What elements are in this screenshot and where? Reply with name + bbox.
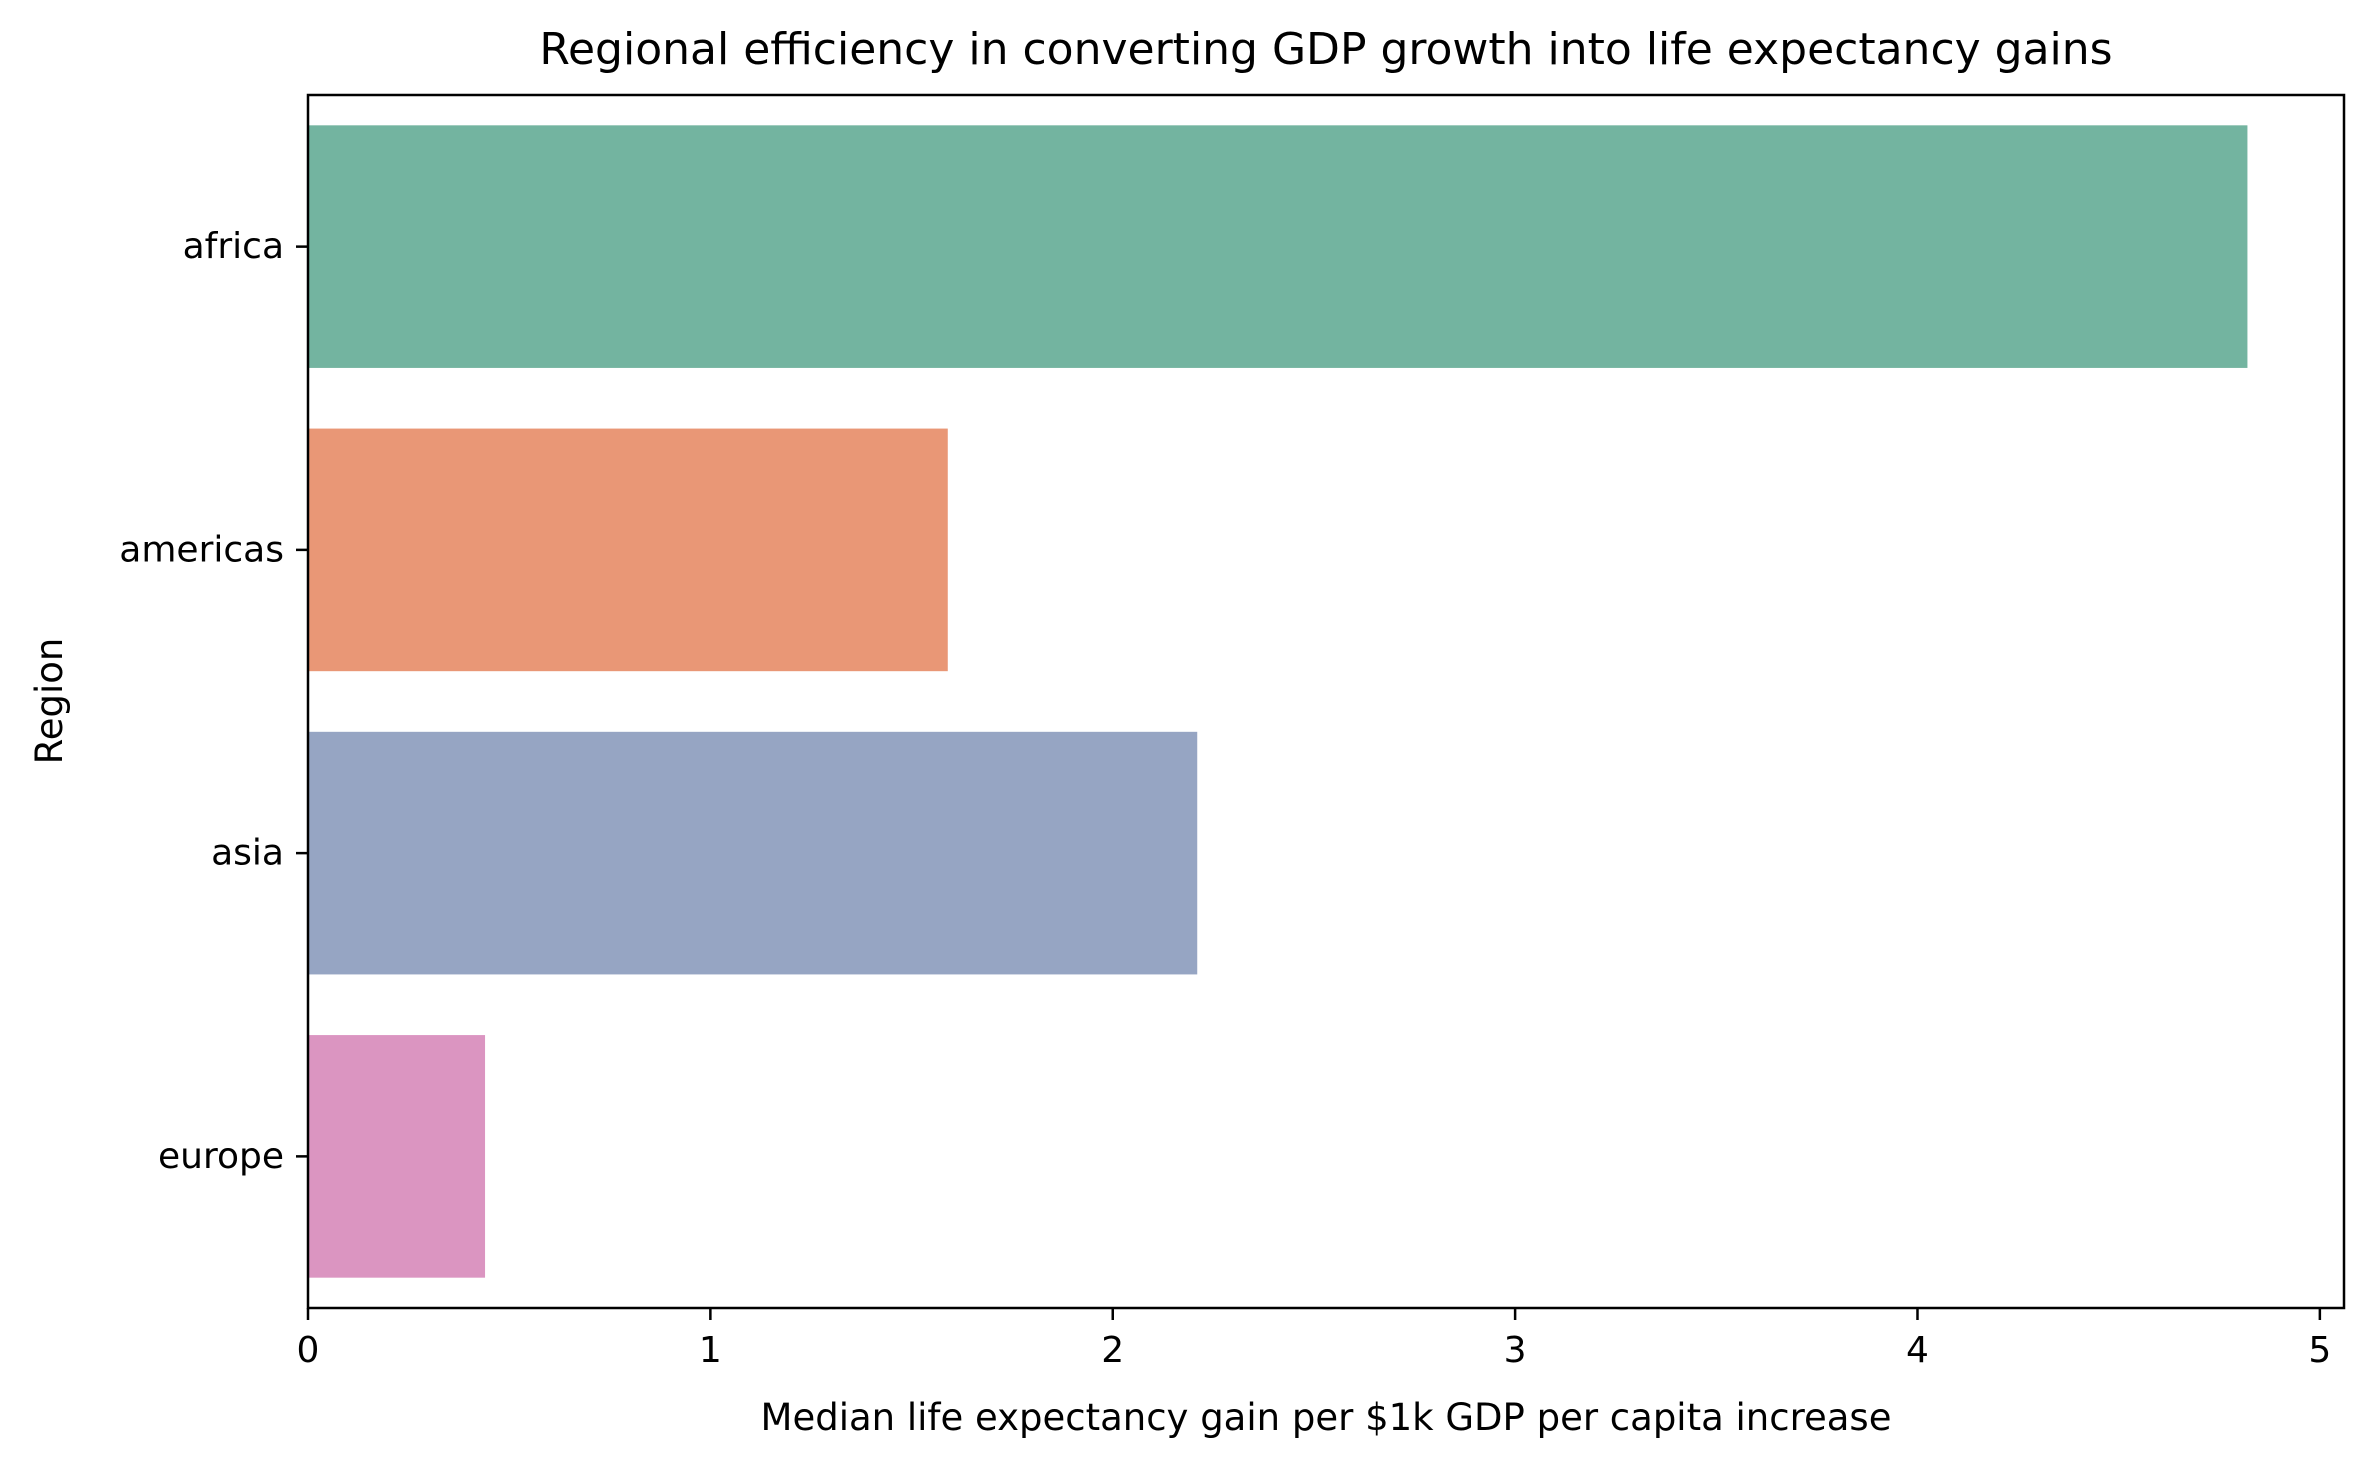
chart-title: Regional efficiency in converting GDP gr…: [539, 24, 2112, 75]
y-tick-label-europe: europe: [158, 1136, 284, 1177]
y-axis-label: Region: [28, 638, 71, 765]
plot-frame: [306, 93, 2346, 1310]
x-tick-label: 0: [297, 1330, 320, 1371]
x-ticks-group: 0 1 2 3 4 5: [297, 1308, 2331, 1371]
y-tick-label-americas: americas: [119, 529, 284, 570]
bar-americas: [308, 428, 948, 672]
y-tick-label-africa: africa: [183, 226, 284, 267]
x-tick-label: 2: [1101, 1330, 1124, 1371]
y-ticks-group: africa americas asia europe: [119, 226, 308, 1177]
x-tick-label: 4: [1906, 1330, 1929, 1371]
bar-africa: [308, 125, 2248, 368]
y-tick-label-asia: asia: [211, 833, 284, 874]
x-tick-label: 5: [2308, 1330, 2331, 1371]
bar-europe: [308, 1035, 486, 1278]
x-tick-label: 1: [699, 1330, 722, 1371]
x-tick-label: 3: [1504, 1330, 1527, 1371]
bar-asia: [308, 731, 1198, 975]
x-axis-label: Median life expectancy gain per $1k GDP …: [761, 1396, 1892, 1439]
bars-group: [308, 125, 2248, 1278]
